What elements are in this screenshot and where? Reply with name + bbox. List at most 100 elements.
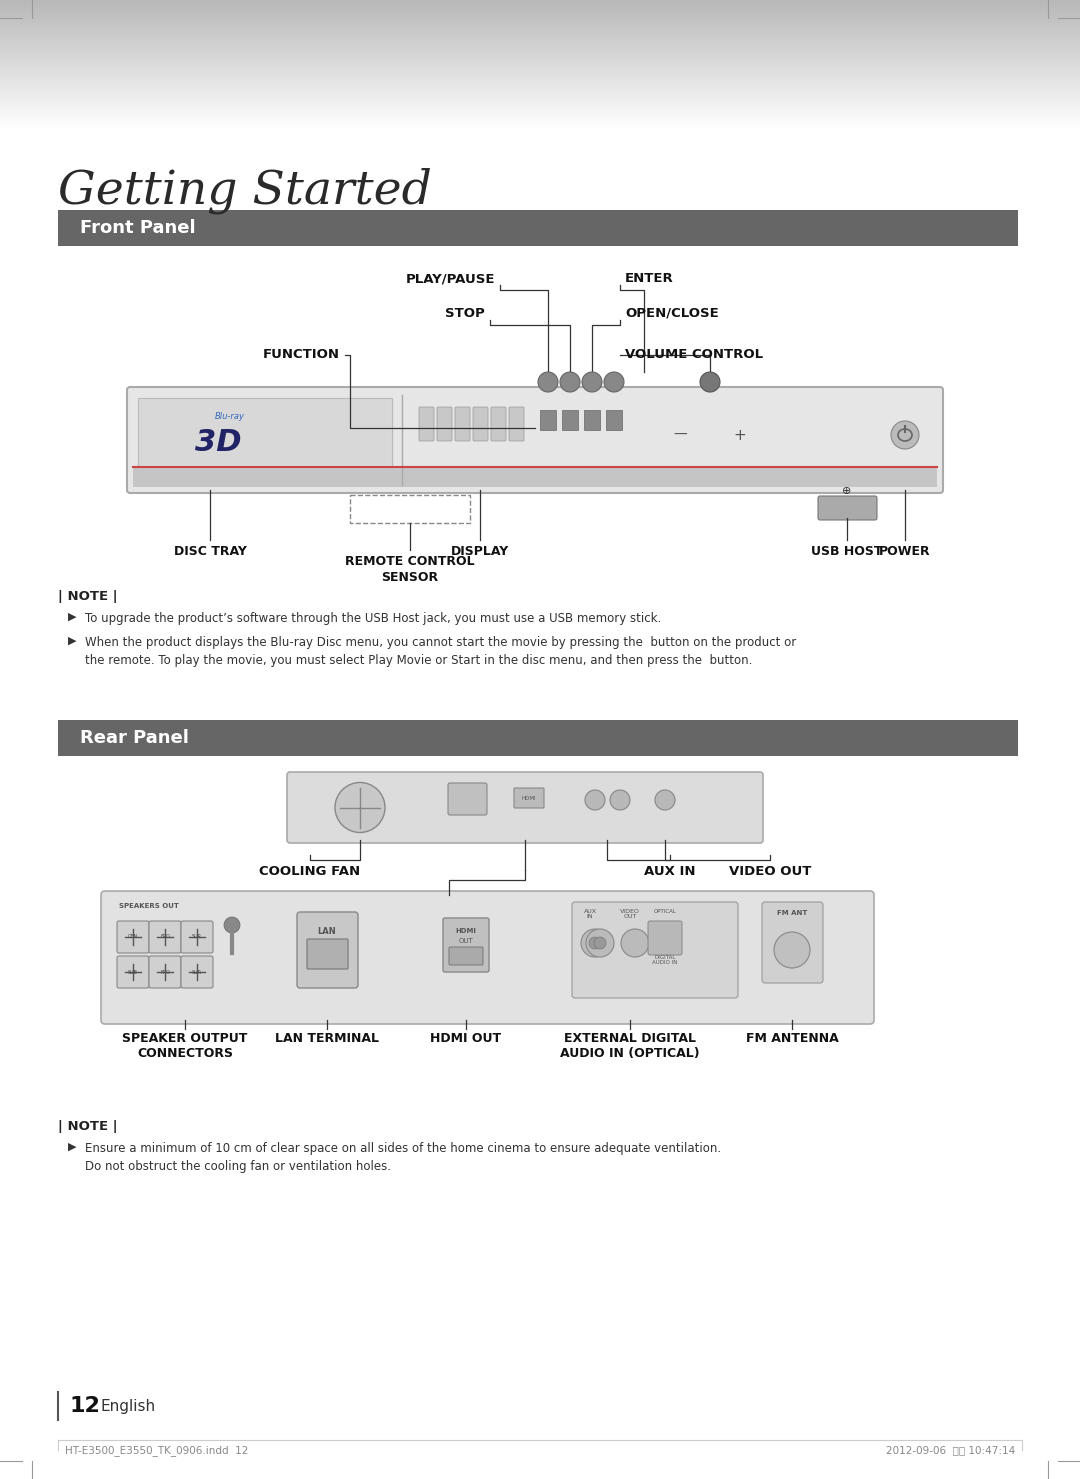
Circle shape xyxy=(335,782,384,833)
Text: STOP: STOP xyxy=(445,308,485,319)
Text: FRO: FRO xyxy=(160,935,170,939)
Text: ▶: ▶ xyxy=(68,1142,77,1152)
Bar xyxy=(606,410,622,430)
Text: ▶: ▶ xyxy=(68,636,77,646)
Text: POWER: POWER xyxy=(879,544,931,558)
Text: 2012-09-06  오전 10:47:14: 2012-09-06 오전 10:47:14 xyxy=(886,1445,1015,1455)
Text: USB HOST: USB HOST xyxy=(811,544,882,558)
Bar xyxy=(562,410,578,430)
Text: HDMI: HDMI xyxy=(456,927,476,935)
Text: English: English xyxy=(100,1399,156,1414)
Circle shape xyxy=(224,917,240,933)
Text: Front Panel: Front Panel xyxy=(80,219,195,237)
Text: DISC TRAY: DISC TRAY xyxy=(174,544,246,558)
Text: COOLING FAN: COOLING FAN xyxy=(259,865,361,879)
Text: LAN TERMINAL: LAN TERMINAL xyxy=(275,1032,379,1046)
FancyBboxPatch shape xyxy=(443,918,489,972)
Text: REMOTE CONTROL
SENSOR: REMOTE CONTROL SENSOR xyxy=(346,555,475,584)
Text: HDMI: HDMI xyxy=(522,796,537,800)
Text: FUNCTION: FUNCTION xyxy=(264,349,340,361)
Circle shape xyxy=(585,790,605,810)
Text: FM ANT: FM ANT xyxy=(777,910,807,916)
Circle shape xyxy=(621,929,649,957)
Circle shape xyxy=(589,938,600,950)
Text: SPEAKER OUTPUT
CONNECTORS: SPEAKER OUTPUT CONNECTORS xyxy=(122,1032,247,1060)
Bar xyxy=(58,210,1018,246)
Text: HT-E3500_E3550_TK_0906.indd  12: HT-E3500_E3550_TK_0906.indd 12 xyxy=(65,1445,248,1455)
Text: OUT: OUT xyxy=(459,938,473,944)
Text: EXTERNAL DIGITAL
AUDIO IN (OPTICAL): EXTERNAL DIGITAL AUDIO IN (OPTICAL) xyxy=(561,1032,700,1060)
Text: To upgrade the product’s software through the USB Host jack, you must use a USB : To upgrade the product’s software throug… xyxy=(85,612,661,626)
Bar xyxy=(138,398,392,482)
Text: Ensure a minimum of 10 cm of clear space on all sides of the home cinema to ensu: Ensure a minimum of 10 cm of clear space… xyxy=(85,1142,721,1155)
FancyBboxPatch shape xyxy=(448,782,487,815)
FancyBboxPatch shape xyxy=(449,947,483,964)
Text: ENTER: ENTER xyxy=(625,272,674,285)
Circle shape xyxy=(582,373,602,392)
Text: Rear Panel: Rear Panel xyxy=(80,729,189,747)
Circle shape xyxy=(586,929,615,957)
Text: FRO: FRO xyxy=(160,970,170,975)
Bar xyxy=(540,410,556,430)
Circle shape xyxy=(604,373,624,392)
FancyBboxPatch shape xyxy=(437,407,453,441)
FancyBboxPatch shape xyxy=(419,407,434,441)
FancyBboxPatch shape xyxy=(181,921,213,952)
FancyBboxPatch shape xyxy=(762,902,823,984)
FancyBboxPatch shape xyxy=(818,495,877,521)
Text: AUX IN: AUX IN xyxy=(645,865,696,879)
Text: VIDEO
OUT: VIDEO OUT xyxy=(620,910,640,920)
Bar xyxy=(584,410,600,430)
Circle shape xyxy=(538,373,558,392)
FancyBboxPatch shape xyxy=(572,902,738,998)
FancyBboxPatch shape xyxy=(514,788,544,808)
Text: DISPLAY: DISPLAY xyxy=(450,544,509,558)
Text: —: — xyxy=(673,427,687,442)
Circle shape xyxy=(594,938,606,950)
Text: SPEAKERS OUT: SPEAKERS OUT xyxy=(119,904,179,910)
FancyBboxPatch shape xyxy=(509,407,524,441)
Text: ⊕: ⊕ xyxy=(842,487,852,495)
Circle shape xyxy=(891,422,919,450)
FancyBboxPatch shape xyxy=(297,913,357,988)
Text: SUB: SUB xyxy=(129,970,138,975)
FancyBboxPatch shape xyxy=(102,890,874,1023)
FancyBboxPatch shape xyxy=(149,921,181,952)
Text: CEN: CEN xyxy=(127,935,138,939)
Text: Getting Started: Getting Started xyxy=(58,169,432,214)
Circle shape xyxy=(610,790,630,810)
Text: 3D: 3D xyxy=(195,427,242,457)
Text: Do not obstruct the cooling fan or ventilation holes.: Do not obstruct the cooling fan or venti… xyxy=(85,1160,391,1173)
Circle shape xyxy=(774,932,810,967)
Circle shape xyxy=(654,790,675,810)
Text: FM ANTENNA: FM ANTENNA xyxy=(745,1032,838,1046)
FancyBboxPatch shape xyxy=(648,921,681,955)
Bar xyxy=(58,720,1018,756)
FancyBboxPatch shape xyxy=(181,955,213,988)
Text: DIGITAL
AUDIO IN: DIGITAL AUDIO IN xyxy=(652,955,677,966)
Bar xyxy=(350,495,470,524)
Text: LAN: LAN xyxy=(318,927,336,936)
FancyBboxPatch shape xyxy=(473,407,488,441)
Text: PLAY/PAUSE: PLAY/PAUSE xyxy=(405,272,495,285)
Text: | NOTE |: | NOTE | xyxy=(58,1120,118,1133)
Text: AUX
IN: AUX IN xyxy=(583,910,596,920)
FancyBboxPatch shape xyxy=(149,955,181,988)
Text: HDMI OUT: HDMI OUT xyxy=(431,1032,501,1046)
FancyBboxPatch shape xyxy=(307,939,348,969)
Text: OPTICAL: OPTICAL xyxy=(653,910,676,914)
FancyBboxPatch shape xyxy=(287,772,762,843)
Text: the remote. To play the movie, you must select Play Movie or Start in the disc m: the remote. To play the movie, you must … xyxy=(85,654,753,667)
Text: VOLUME CONTROL: VOLUME CONTROL xyxy=(625,349,764,361)
FancyBboxPatch shape xyxy=(491,407,507,441)
Text: | NOTE |: | NOTE | xyxy=(58,590,118,603)
Text: Blu-ray: Blu-ray xyxy=(215,413,245,422)
FancyBboxPatch shape xyxy=(117,955,149,988)
FancyBboxPatch shape xyxy=(455,407,470,441)
Text: SUR: SUR xyxy=(192,935,202,939)
Text: +: + xyxy=(733,427,746,442)
Circle shape xyxy=(561,373,580,392)
Text: ▶: ▶ xyxy=(68,612,77,623)
Circle shape xyxy=(700,373,720,392)
Text: SUR: SUR xyxy=(192,970,202,975)
